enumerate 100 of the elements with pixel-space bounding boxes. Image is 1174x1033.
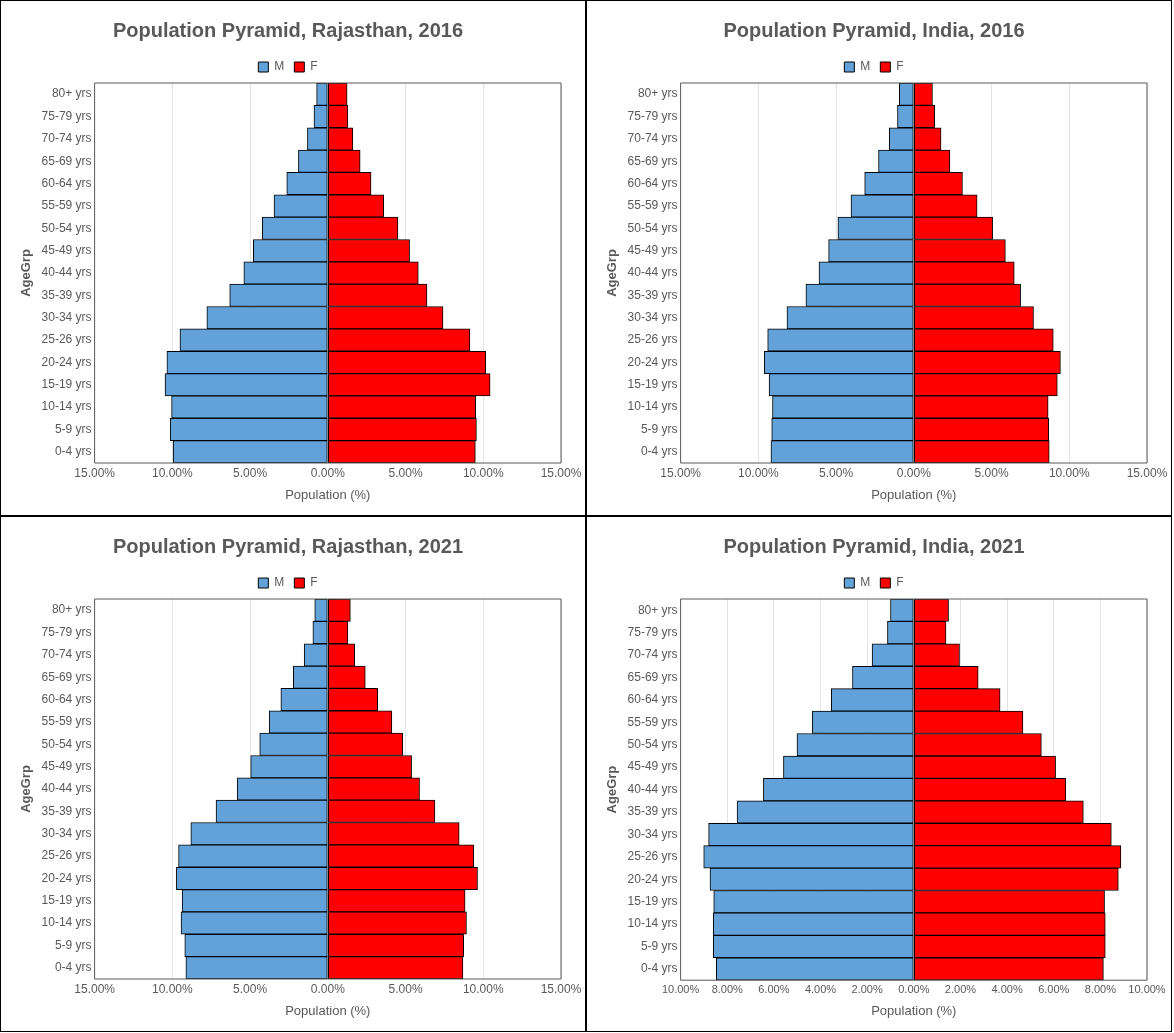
y-tick-label: 80+ yrs [51, 86, 92, 101]
y-tick-label: 70-74 yrs [627, 131, 678, 146]
chart-title: Population Pyramid, Rajasthan, 2021 [112, 534, 464, 557]
y-tick-label: 65-69 yrs [41, 669, 92, 684]
y-tick-label: 30-34 yrs [627, 310, 678, 325]
y-tick-label: 10-14 yrs [627, 399, 678, 414]
y-tick-label: 75-79 yrs [627, 624, 678, 639]
y-tick-label: 50-54 yrs [41, 220, 92, 235]
legend-label: F [310, 575, 318, 590]
y-tick-label: 75-79 yrs [627, 108, 678, 123]
y-tick-label: 30-34 yrs [41, 826, 92, 841]
y-tick-label: 20-24 yrs [41, 870, 92, 885]
y-tick-label: 0-4 yrs [640, 444, 678, 459]
x-tick-label: 10.00% [462, 981, 504, 996]
x-tick-label: 2.00% [944, 982, 977, 995]
y-tick-label: 40-44 yrs [627, 781, 678, 796]
y-tick-label: 50-54 yrs [627, 737, 678, 752]
y-tick-label: 80+ yrs [637, 602, 678, 617]
legend-label: F [896, 575, 904, 590]
y-tick-label: 15-19 yrs [41, 377, 92, 392]
y-tick-label: 80+ yrs [51, 602, 92, 617]
y-tick-label: 25-26 yrs [627, 332, 678, 347]
x-tick-label: 0.00% [896, 465, 932, 480]
x-tick-label: 10.00% [462, 465, 504, 480]
x-tick-label: 15.00% [660, 465, 702, 480]
legend-label: M [860, 59, 871, 74]
x-axis-title: Population (%) [285, 486, 371, 502]
x-tick-label: 5.00% [233, 981, 268, 996]
x-tick-label: 10.00% [152, 465, 194, 480]
y-tick-label: 0-4 yrs [54, 960, 92, 975]
y-tick-label: 50-54 yrs [41, 736, 92, 751]
y-tick-label: 5-9 yrs [640, 938, 678, 953]
y-tick-label: 45-49 yrs [627, 759, 678, 774]
y-tick-label: 55-59 yrs [627, 714, 678, 729]
x-tick-label: 5.00% [974, 465, 1009, 480]
legend-label: M [274, 575, 285, 590]
y-tick-label: 70-74 yrs [41, 647, 92, 662]
y-tick-label: 5-9 yrs [640, 421, 678, 436]
chart-title: Population Pyramid, India, 2021 [723, 534, 1025, 557]
y-tick-label: 80+ yrs [637, 86, 678, 101]
y-tick-label: 35-39 yrs [627, 287, 678, 302]
y-tick-label: 10-14 yrs [627, 916, 678, 931]
y-tick-label: 75-79 yrs [41, 624, 92, 639]
y-tick-label: 55-59 yrs [627, 198, 678, 213]
y-tick-label: 65-69 yrs [627, 153, 678, 168]
y-tick-label: 25-26 yrs [627, 849, 678, 864]
x-axis-title: Population (%) [871, 1002, 957, 1018]
y-axis-title: AgeGrp [604, 249, 620, 297]
legend-label: M [274, 59, 285, 74]
chart-title: Population Pyramid, India, 2016 [723, 18, 1025, 41]
y-tick-label: 40-44 yrs [41, 265, 92, 280]
x-tick-label: 5.00% [388, 981, 423, 996]
y-tick-label: 50-54 yrs [627, 220, 678, 235]
x-tick-label: 5.00% [819, 465, 854, 480]
y-tick-label: 45-49 yrs [627, 242, 678, 257]
y-tick-label: 15-19 yrs [627, 377, 678, 392]
x-tick-label: 0.00% [898, 982, 930, 995]
x-tick-label: 6.00% [758, 982, 790, 995]
legend-label: F [310, 59, 318, 74]
y-tick-label: 60-64 yrs [41, 691, 92, 706]
y-tick-label: 35-39 yrs [627, 804, 678, 819]
x-tick-label: 15.00% [540, 465, 582, 480]
y-tick-label: 65-69 yrs [627, 669, 678, 684]
y-tick-label: 60-64 yrs [41, 175, 92, 190]
y-tick-label: 35-39 yrs [41, 803, 92, 818]
y-tick-label: 10-14 yrs [41, 915, 92, 930]
x-tick-label: 2.00% [851, 982, 883, 995]
x-tick-label: 15.00% [74, 465, 116, 480]
y-tick-label: 45-49 yrs [41, 758, 92, 773]
x-tick-label: 8.00% [711, 982, 744, 995]
y-tick-label: 45-49 yrs [41, 242, 92, 257]
x-tick-label: 10.00% [661, 982, 700, 995]
x-tick-label: 15.00% [74, 981, 116, 996]
y-tick-label: 20-24 yrs [41, 354, 92, 369]
x-tick-label: 6.00% [1038, 982, 1070, 995]
y-axis-title: AgeGrp [604, 765, 620, 814]
legend-label: M [860, 575, 871, 590]
y-tick-label: 10-14 yrs [41, 399, 92, 414]
y-tick-label: 40-44 yrs [41, 781, 92, 796]
y-tick-label: 5-9 yrs [54, 937, 92, 952]
y-tick-label: 15-19 yrs [41, 893, 92, 908]
y-tick-label: 20-24 yrs [627, 871, 678, 886]
y-tick-label: 30-34 yrs [627, 826, 678, 841]
x-tick-label: 15.00% [1126, 465, 1168, 480]
x-tick-label: 10.00% [1128, 982, 1166, 995]
y-tick-label: 65-69 yrs [41, 153, 92, 168]
y-tick-label: 70-74 yrs [41, 131, 92, 146]
y-tick-label: 30-34 yrs [41, 310, 92, 325]
y-tick-label: 75-79 yrs [41, 108, 92, 123]
y-tick-label: 60-64 yrs [627, 692, 678, 707]
y-axis-title: AgeGrp [18, 765, 34, 813]
y-tick-label: 15-19 yrs [627, 894, 678, 909]
y-tick-label: 70-74 yrs [627, 647, 678, 662]
x-tick-label: 10.00% [1048, 465, 1090, 480]
x-tick-label: 15.00% [540, 981, 582, 996]
y-tick-label: 35-39 yrs [41, 287, 92, 302]
y-tick-label: 5-9 yrs [54, 421, 92, 436]
x-tick-label: 0.00% [310, 981, 346, 996]
y-tick-label: 0-4 yrs [640, 961, 678, 976]
y-tick-label: 20-24 yrs [627, 354, 678, 369]
